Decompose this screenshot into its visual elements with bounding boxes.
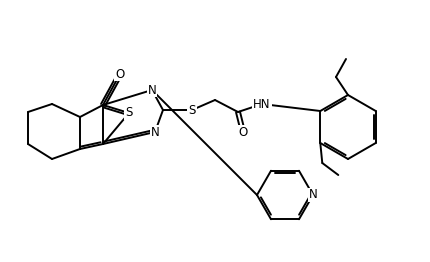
Text: O: O xyxy=(238,125,248,139)
Text: N: N xyxy=(147,84,157,96)
Text: S: S xyxy=(125,106,133,119)
Text: N: N xyxy=(150,125,160,139)
Text: O: O xyxy=(115,68,125,80)
Text: HN: HN xyxy=(253,97,271,111)
Text: S: S xyxy=(188,103,196,117)
Text: N: N xyxy=(309,188,317,201)
